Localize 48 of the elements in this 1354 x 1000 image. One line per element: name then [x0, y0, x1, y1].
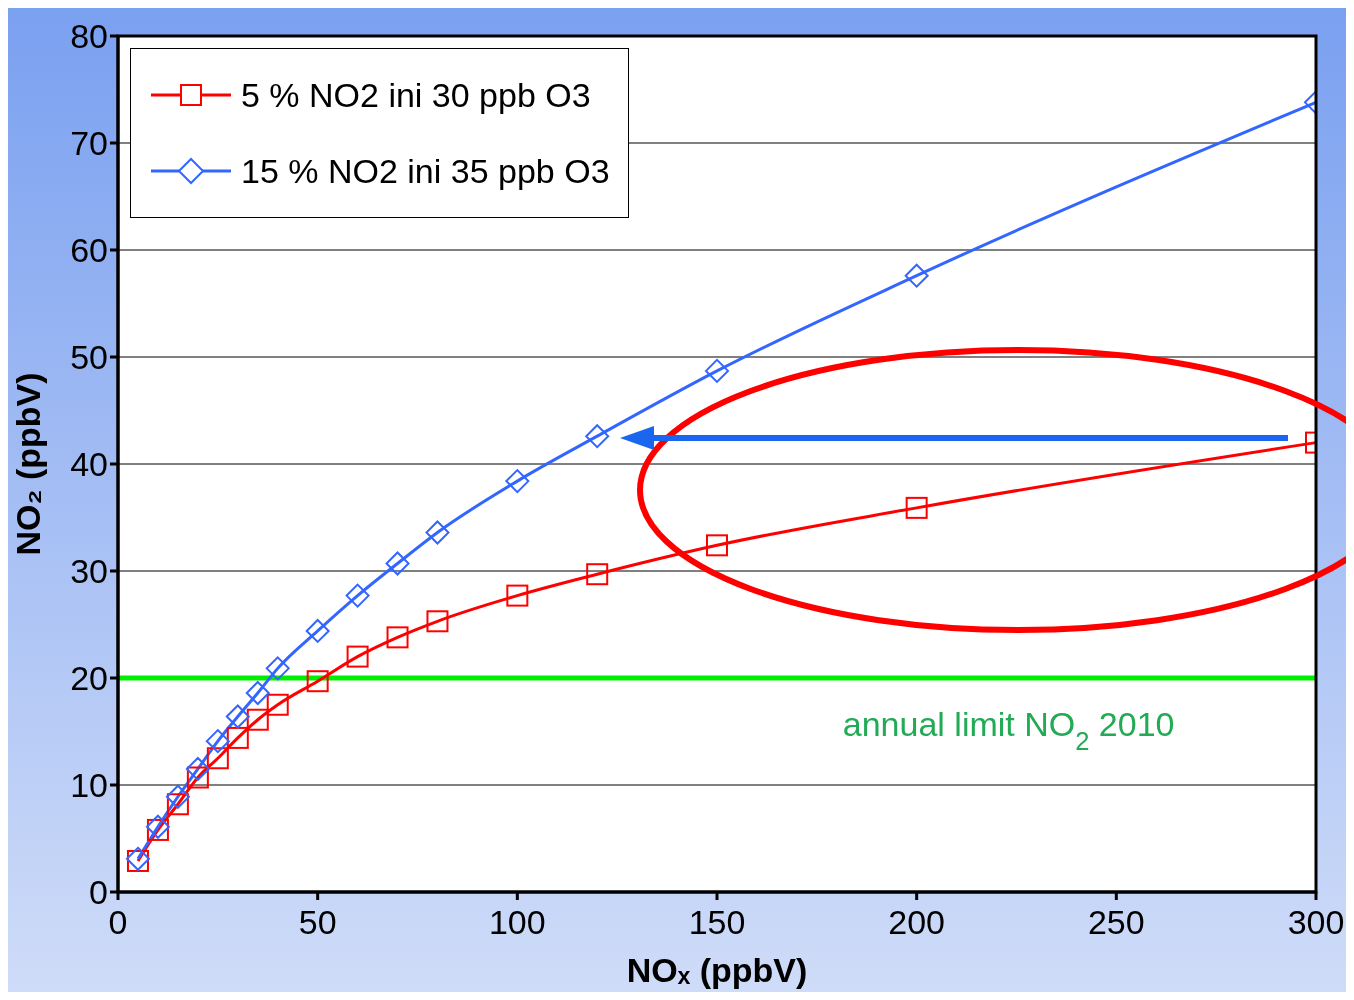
x-tick-label: 150 — [688, 903, 746, 942]
point — [346, 645, 369, 668]
point — [506, 584, 529, 607]
y-tick-label: 10 — [70, 766, 108, 805]
point — [386, 626, 409, 649]
point — [425, 520, 450, 545]
point — [345, 583, 370, 608]
point — [245, 680, 270, 705]
point — [225, 704, 250, 729]
point — [166, 793, 189, 816]
y-tick-label: 40 — [70, 445, 108, 484]
point — [385, 551, 410, 576]
x-axis-title: NOₓ (ppbV) — [626, 951, 808, 989]
x-tick-label: 300 — [1287, 903, 1345, 942]
point — [905, 496, 928, 519]
x-tick-label: 250 — [1087, 903, 1145, 942]
legend-label: 5 % NO2 ini 30 ppb O3 — [241, 75, 591, 115]
point — [586, 563, 609, 586]
point — [705, 358, 729, 383]
point — [706, 534, 728, 557]
y-tick-label: 0 — [89, 873, 108, 912]
y-tick-label: 80 — [70, 17, 108, 56]
point — [305, 618, 330, 643]
y-tick-label: 30 — [70, 552, 108, 591]
y-axis-title: NO₂ (ppbV) — [9, 372, 48, 556]
point — [246, 708, 269, 731]
point — [266, 693, 289, 716]
point — [505, 469, 530, 494]
legend-label: 15 % NO2 ini 35 ppb O3 — [241, 151, 610, 191]
x-tick-label: 200 — [888, 903, 946, 942]
point — [226, 726, 249, 749]
x-tick-label: 50 — [298, 903, 337, 942]
point — [585, 424, 610, 449]
point — [265, 656, 290, 681]
y-tick-label: 20 — [70, 659, 108, 698]
point — [205, 729, 230, 754]
point — [426, 610, 449, 633]
y-tick-label: 70 — [70, 124, 108, 163]
ref-line-label: annual limit NO$_{2}$ 2010 — [842, 705, 1175, 755]
y-tick-label: 60 — [70, 231, 108, 270]
point — [306, 670, 329, 693]
point — [206, 747, 229, 770]
y-tick-label: 50 — [70, 338, 108, 377]
point — [186, 766, 209, 789]
point — [185, 756, 210, 781]
x-tick-label: 100 — [488, 903, 546, 942]
point — [904, 263, 929, 288]
point — [165, 784, 190, 809]
